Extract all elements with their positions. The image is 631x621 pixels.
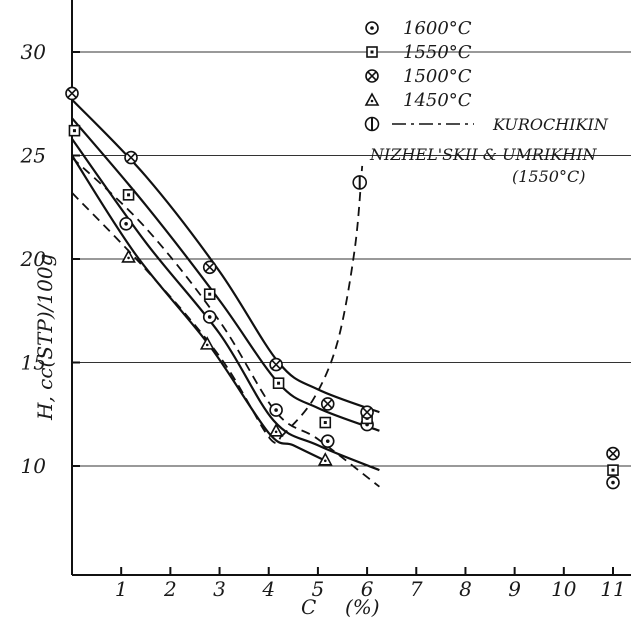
point-cross-circle-2 [124, 150, 138, 165]
legend-marker-triangle [364, 92, 380, 106]
x-tick-label-6: 6 [361, 577, 374, 601]
curve-solid-2 [71, 117, 380, 432]
point-square-5 [319, 416, 332, 429]
point-cross-circle-5 [320, 397, 335, 411]
x-tick-label-2: 2 [163, 577, 177, 601]
point-square-3 [203, 288, 216, 300]
point-bar-circle-1 [352, 175, 368, 190]
point-square-4 [272, 377, 285, 390]
y-tick-label-30: 30 [21, 40, 47, 64]
legend-extra-line-2: (1550°C) [512, 167, 585, 186]
x-tick-label-7: 7 [410, 577, 423, 601]
point-dot-circle-2 [202, 310, 217, 324]
axes [71, 0, 631, 576]
y-axis-label: H, cc(STP)/100g [33, 254, 57, 421]
x-tick-label-5: 5 [312, 577, 325, 601]
legend-marker-dot-circle [365, 21, 379, 35]
y-tick-label-10: 10 [21, 454, 47, 478]
legend-entry-5: KUROCHIKIN [364, 115, 609, 134]
x-axis-label: C [301, 595, 316, 619]
point-triangle-2 [199, 336, 215, 350]
point-square-1 [68, 124, 81, 137]
point-triangle-3 [268, 423, 284, 437]
legend-entry-2: 1550°C [366, 42, 472, 63]
point-square-7 [607, 464, 619, 476]
legend-marker-cross-circle [365, 69, 379, 83]
point-cross-circle-3 [202, 260, 217, 275]
point-triangle-1 [121, 249, 136, 263]
point-square-2 [122, 189, 135, 201]
x-tick-label-4: 4 [261, 577, 275, 601]
x-tick-label-1: 1 [115, 577, 128, 601]
curve-solid-4 [71, 154, 329, 463]
legend-label: 1550°C [403, 42, 472, 63]
x-axis-unit: (%) [345, 595, 380, 619]
legend: 1600°C 1550°C 1500°C 1450°C KUROCHIKIN NIZHEL… [364, 18, 609, 186]
x-tick-label-3: 3 [213, 577, 226, 601]
legend-entry-3: 1500°C [365, 66, 472, 87]
point-cross-circle-7 [606, 446, 620, 461]
y-tick-label-25: 25 [20, 144, 46, 168]
point-dot-circle-3 [269, 403, 283, 417]
point-cross-circle-4 [269, 357, 283, 372]
legend-extra-line-1: NIZHEL'SKII & UMRIKHIN [369, 145, 598, 164]
point-cross-circle-6 [360, 405, 374, 419]
point-dot-circle-4 [320, 434, 335, 448]
data-points [65, 86, 620, 490]
point-cross-circle-1 [65, 86, 79, 101]
point-dot-circle-6 [606, 475, 620, 490]
legend-entry-1: 1600°C [365, 18, 472, 39]
x-tick-label-11: 11 [600, 577, 625, 601]
point-triangle-4 [317, 452, 333, 466]
tick-labels: 1 2 3 4 5 6 7 8 9 10 11 10 15 20 25 30 [20, 40, 626, 601]
point-dot-circle-1 [119, 217, 133, 231]
curve-solid-3 [71, 138, 380, 472]
legend-marker-bar-circle [364, 116, 380, 132]
legend-label: 1600°C [403, 18, 472, 39]
x-tick-label-10: 10 [551, 577, 577, 601]
curve-dashed-5 [71, 156, 380, 488]
grid-lines [72, 51, 631, 467]
x-tick-label-9: 9 [508, 577, 521, 601]
curve-dashed-7 [280, 165, 364, 438]
legend-label: KUROCHIKIN [492, 115, 609, 134]
legend-label: 1450°C [403, 90, 472, 111]
y-tick-label-15: 15 [21, 351, 46, 375]
legend-marker-square [366, 46, 378, 58]
legend-entry-4: 1450°C [364, 90, 472, 111]
legend-label: 1500°C [403, 66, 472, 87]
y-tick-label-20: 20 [20, 247, 47, 271]
fitted-curves [71, 98, 380, 488]
x-tick-label-8: 8 [459, 577, 472, 601]
